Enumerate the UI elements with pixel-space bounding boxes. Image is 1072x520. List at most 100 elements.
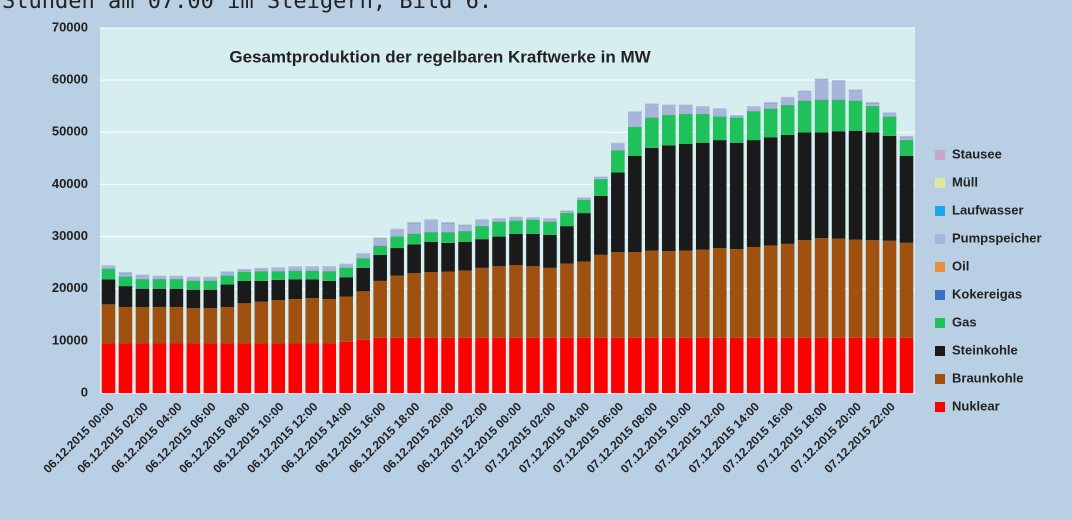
- bar-segment: [729, 117, 744, 143]
- bar-segment: [169, 275, 184, 277]
- bar-segment: [475, 239, 489, 268]
- bar-segment: [373, 280, 387, 338]
- bar-segment: [746, 111, 761, 141]
- y-tick-label: 50000: [52, 124, 88, 139]
- legend-label: Stausee: [952, 146, 1002, 161]
- bar-segment: [441, 242, 455, 272]
- bar-segment: [678, 143, 693, 251]
- bar-segment: [746, 107, 761, 112]
- bar-segment: [373, 245, 387, 255]
- bar-segment: [254, 271, 269, 281]
- bar-segment: [882, 240, 897, 338]
- bar-segment: [492, 236, 506, 267]
- bar-segment: [390, 275, 404, 338]
- bar-segment: [220, 271, 235, 273]
- bar-segment: [763, 245, 778, 338]
- bar-segment: [645, 337, 659, 393]
- bar-segment: [797, 132, 812, 241]
- bar-segment: [729, 115, 744, 116]
- bar-segment: [254, 267, 269, 269]
- bar-segment: [509, 220, 523, 234]
- bar-segment: [424, 337, 438, 393]
- legend-swatch: [935, 374, 945, 384]
- bar-segment: [169, 279, 184, 289]
- bar-segment: [662, 104, 676, 106]
- bar-segment: [288, 266, 303, 268]
- legend-label: Oil: [952, 258, 969, 273]
- bar-segment: [458, 337, 472, 393]
- bar-segment: [526, 337, 540, 393]
- bar-segment: [814, 99, 829, 133]
- bar-segment: [797, 91, 812, 101]
- bar-segment: [271, 271, 286, 280]
- bar-segment: [848, 101, 863, 131]
- bar-segment: [305, 279, 320, 299]
- bar-segment: [831, 337, 846, 393]
- bar-segment: [678, 106, 693, 114]
- bar-segment: [135, 306, 150, 344]
- bar-segment: [407, 273, 421, 338]
- bar-segment: [560, 226, 574, 264]
- legend-label: Gas: [952, 314, 977, 329]
- bar-segment: [594, 337, 608, 393]
- bar-segment: [441, 221, 455, 223]
- legend-swatch: [935, 290, 945, 300]
- bar-segment: [712, 248, 727, 338]
- bar-segment: [254, 301, 269, 344]
- bar-segment: [186, 276, 201, 278]
- bar-segment: [509, 337, 523, 393]
- bar-segment: [594, 179, 608, 196]
- bar-segment: [390, 230, 404, 237]
- bar-segment: [492, 219, 506, 222]
- bar-segment: [424, 219, 438, 221]
- bar-segment: [882, 116, 897, 136]
- bar-segment: [712, 116, 727, 141]
- bar-segment: [237, 272, 252, 281]
- bar-segment: [152, 275, 167, 277]
- bar-segment: [780, 337, 795, 393]
- bar-segment: [118, 272, 133, 273]
- bar-segment: [186, 343, 201, 393]
- bar-segment: [118, 286, 133, 307]
- bar-segment: [526, 233, 540, 267]
- bar-segment: [526, 266, 540, 338]
- bar-segment: [373, 237, 387, 239]
- bar-segment: [797, 240, 812, 338]
- bar-segment: [271, 267, 286, 269]
- bar-segment: [322, 266, 337, 268]
- bar-segment: [831, 238, 846, 338]
- bar-segment: [152, 343, 167, 393]
- bar-segment: [780, 243, 795, 338]
- bar-segment: [780, 134, 795, 244]
- bar-segment: [475, 219, 489, 221]
- bar-segment: [203, 343, 218, 393]
- bar-segment: [746, 140, 761, 247]
- bar-segment: [271, 343, 286, 393]
- bar-segment: [390, 248, 404, 276]
- bar-segment: [475, 226, 489, 240]
- bar-segment: [611, 172, 625, 253]
- bar-segment: [118, 306, 133, 344]
- bar-segment: [441, 337, 455, 393]
- bar-segment: [577, 197, 591, 199]
- bar-segment: [322, 280, 337, 300]
- bar-segment: [899, 140, 914, 156]
- bar-segment: [814, 78, 829, 80]
- bar-segment: [611, 144, 625, 151]
- legend-swatch: [935, 178, 945, 188]
- bar-segment: [560, 211, 574, 213]
- legend-swatch: [935, 150, 945, 160]
- bar-segment: [611, 337, 625, 393]
- bar-segment: [882, 112, 897, 114]
- bar-segment: [475, 220, 489, 226]
- bar-segment: [424, 241, 438, 273]
- bar-segment: [305, 343, 320, 393]
- bar-segment: [339, 265, 353, 268]
- plot-area: [100, 28, 915, 393]
- bar-segment: [543, 221, 557, 236]
- bar-segment: [152, 277, 167, 279]
- bar-segment: [831, 99, 846, 132]
- bar-segment: [543, 337, 557, 393]
- bar-segment: [814, 337, 829, 393]
- bar-segment: [577, 200, 591, 214]
